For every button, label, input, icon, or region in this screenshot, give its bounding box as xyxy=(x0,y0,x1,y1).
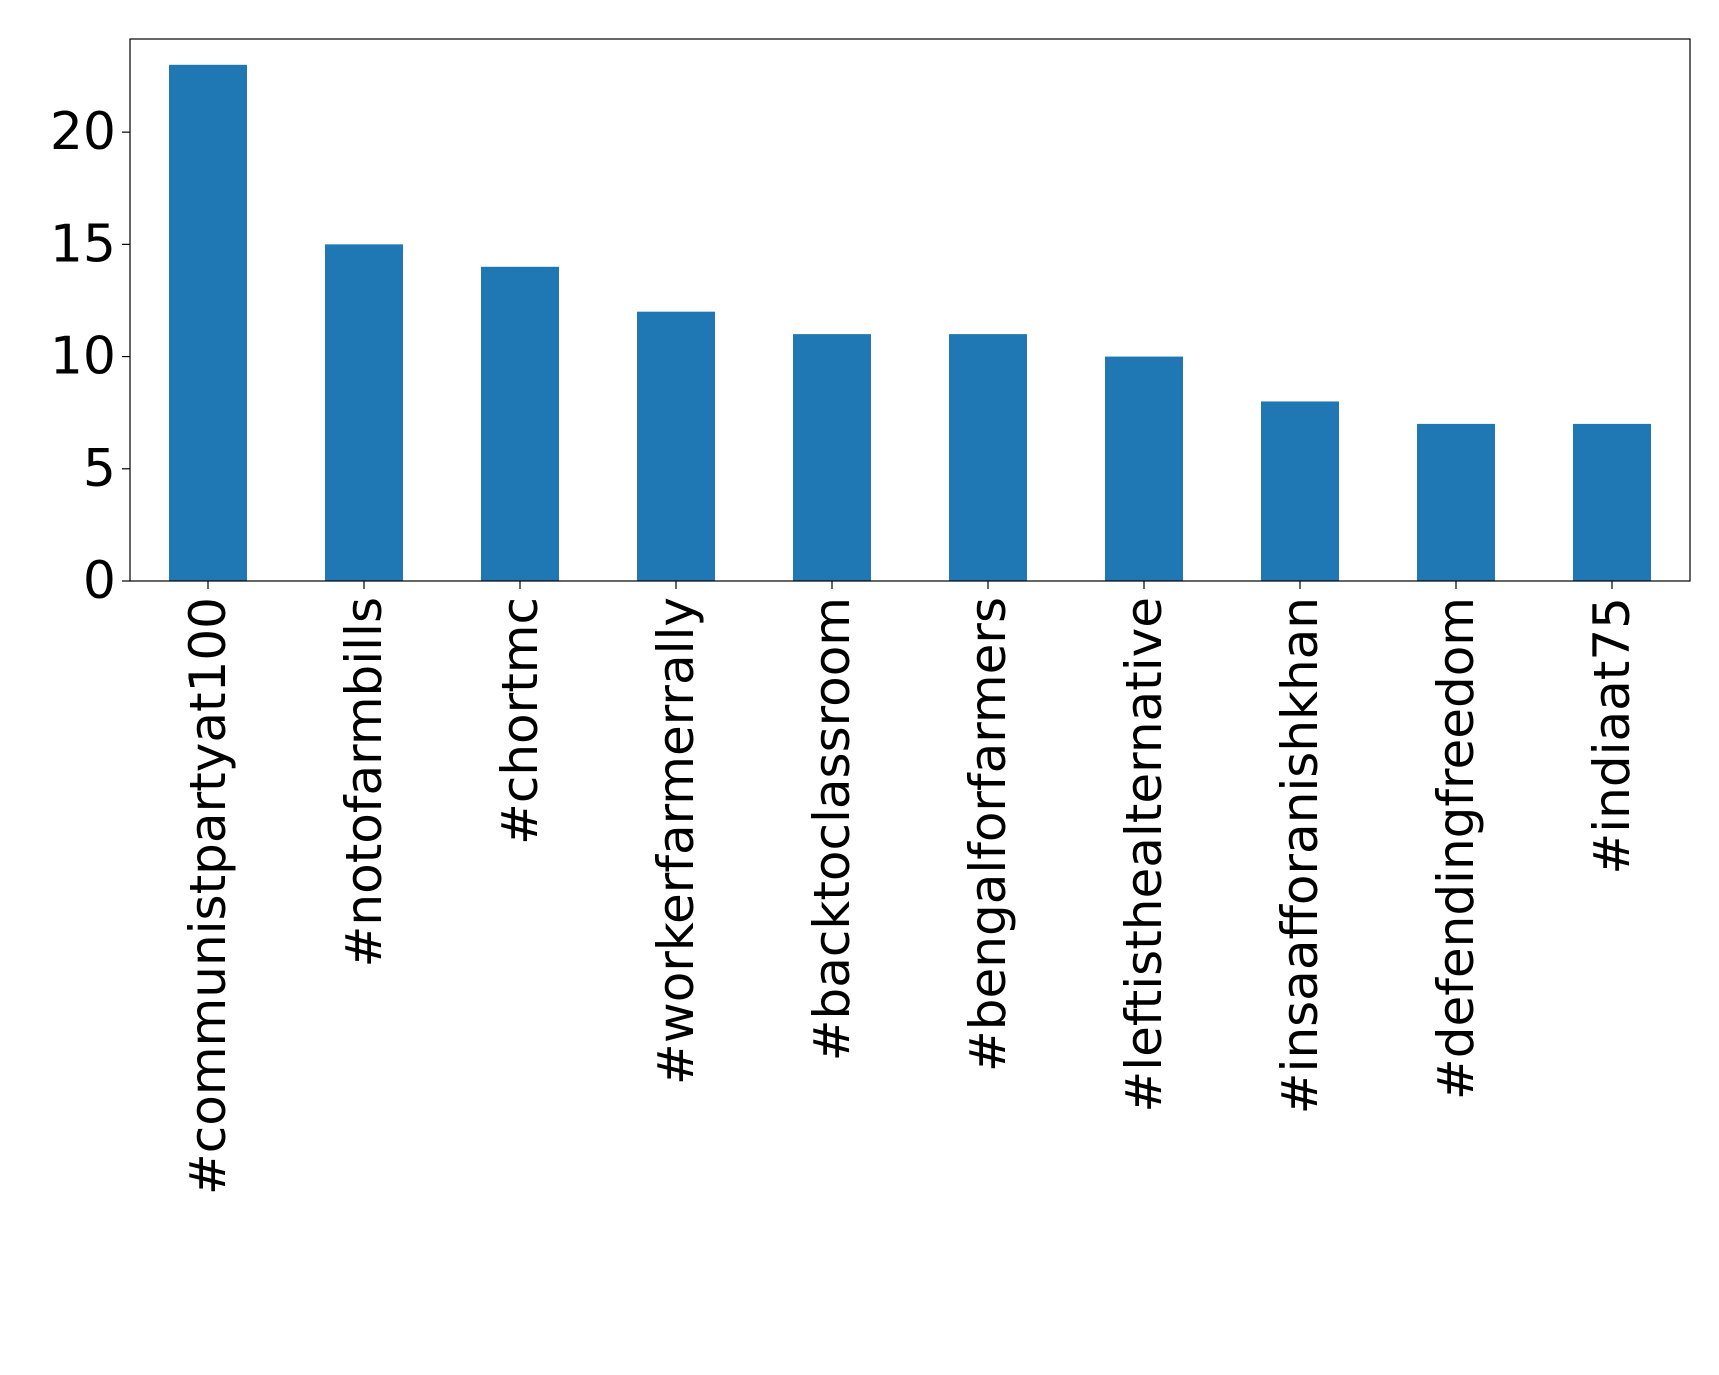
x-tick-label: #leftisthealternative xyxy=(1115,597,1173,1113)
x-tick-label: #indiaat75 xyxy=(1583,597,1641,875)
axes-frame xyxy=(129,38,1691,582)
bars-group xyxy=(169,64,1651,582)
bar xyxy=(1417,423,1495,581)
x-tick-label: #defendingfreedom xyxy=(1427,597,1485,1100)
bar xyxy=(949,334,1027,581)
y-tick-label: 20 xyxy=(50,102,116,162)
x-tick-label: #insaafforanishkhan xyxy=(1271,597,1329,1114)
x-tick-label: #communistpartyat100 xyxy=(179,597,237,1195)
bar xyxy=(1261,401,1339,581)
bar xyxy=(325,244,403,581)
bar xyxy=(1573,423,1651,581)
bar xyxy=(793,334,871,581)
x-axis: #communistpartyat100 #notofarmbills #chort… xyxy=(179,581,1641,1195)
bar xyxy=(1105,356,1183,581)
y-axis: 0 5 10 15 20 xyxy=(50,102,130,611)
y-tick-label: 10 xyxy=(50,327,116,387)
x-tick-label: #backtoclassroom xyxy=(803,597,861,1061)
y-tick-label: 0 xyxy=(83,551,116,611)
bar xyxy=(481,266,559,581)
x-tick-label: #workerfarmerrally xyxy=(647,597,705,1085)
y-tick-label: 5 xyxy=(83,439,116,499)
x-tick-label: #chortmc xyxy=(491,597,549,845)
x-tick-label: #bengalforfarmers xyxy=(959,597,1017,1072)
bar xyxy=(169,64,247,582)
bar xyxy=(637,311,715,581)
y-tick-label: 15 xyxy=(50,214,116,274)
x-tick-label: #notofarmbills xyxy=(335,597,393,967)
